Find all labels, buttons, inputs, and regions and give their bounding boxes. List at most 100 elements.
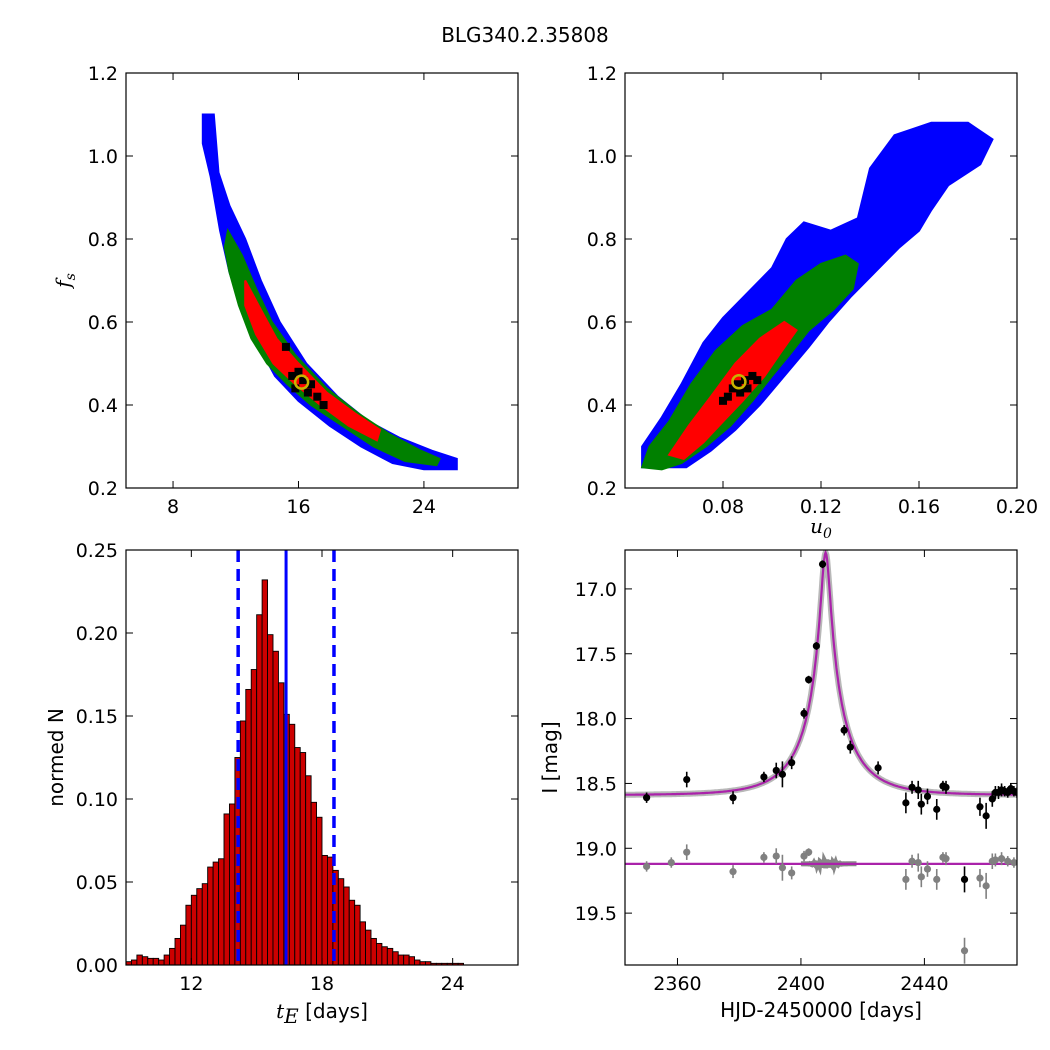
plot-frame — [125, 72, 519, 489]
histogram-bar — [397, 954, 405, 965]
y-tick-label: 0.20 — [76, 623, 118, 645]
data-point — [917, 800, 925, 808]
data-point — [788, 759, 796, 767]
histogram-bar — [218, 858, 225, 965]
histogram-bar — [136, 954, 143, 965]
y-tick-label: 0.2 — [587, 478, 617, 500]
y-tick-label: 0.8 — [587, 229, 617, 251]
y-tick-label: 0.00 — [76, 955, 118, 977]
histogram-bar — [163, 954, 171, 965]
residual-point — [643, 862, 651, 871]
best-fit-marker — [731, 374, 747, 390]
residual-point — [805, 848, 813, 856]
y-tick-label: 0.25 — [76, 540, 118, 562]
residual-point — [991, 856, 999, 864]
histogram-bar — [130, 959, 138, 965]
posterior-peak-cell — [753, 376, 762, 385]
residual-point — [976, 874, 984, 882]
y-tick-label: 1.0 — [587, 146, 617, 168]
histogram-bar — [228, 803, 236, 965]
x-tick-label: 18 — [310, 973, 334, 995]
posterior-peak-cell — [733, 380, 742, 389]
y-tick-label: 0.4 — [88, 395, 118, 417]
x-tick-label: 0.20 — [996, 496, 1038, 518]
histogram-bar — [261, 579, 269, 965]
posterior-peak-cell — [291, 384, 300, 393]
data-point — [840, 726, 848, 734]
histogram-bar — [310, 801, 318, 965]
histogram-bar — [267, 634, 274, 965]
histogram-bar — [190, 894, 198, 965]
histogram-bar — [196, 888, 203, 965]
histogram-bar — [147, 957, 154, 965]
confidence-region-2-sigma — [223, 227, 441, 467]
x-tick-label: 2440 — [900, 973, 948, 995]
x-tick-label: 0.08 — [702, 496, 744, 518]
residual-point — [902, 875, 910, 884]
histogram-bar — [294, 747, 301, 965]
posterior-peak-cell — [294, 367, 303, 376]
data-point — [976, 803, 984, 811]
plot-area — [126, 550, 465, 965]
y-tick-label: 0.2 — [88, 478, 118, 500]
data-point — [643, 794, 651, 802]
histogram-bar — [457, 962, 465, 965]
residual-point — [667, 858, 675, 867]
posterior-peak-cell — [303, 388, 312, 397]
residual-point — [960, 947, 969, 955]
residual-point — [942, 855, 950, 863]
residual-point — [997, 855, 1006, 863]
y-tick-label: 17.0 — [575, 579, 617, 601]
y-tick-label: 18.5 — [575, 773, 617, 795]
residual-point — [1010, 858, 1017, 867]
y-axis-label: normed N — [44, 708, 68, 807]
histogram-bar — [158, 959, 165, 965]
posterior-peak-cell — [299, 376, 308, 385]
data-point — [805, 676, 813, 684]
residual-point — [788, 869, 796, 877]
residual-point — [729, 868, 737, 876]
histogram-bar — [212, 861, 220, 965]
y-tick-label: 1.2 — [587, 63, 617, 85]
residual-point — [982, 882, 990, 890]
y-tick-label: 0.10 — [76, 789, 118, 811]
histogram-bar — [305, 775, 312, 965]
data-point — [729, 794, 737, 802]
posterior-peak-cell — [728, 384, 737, 393]
y-tick-label: 18.0 — [575, 709, 617, 731]
histogram-bar — [201, 883, 209, 965]
histogram-bar — [375, 942, 383, 965]
histogram-bar — [174, 937, 181, 965]
figure-title: BLG340.2.35808 — [441, 23, 609, 47]
histogram-bar — [316, 816, 323, 965]
y-tick-label: 1.2 — [88, 63, 118, 85]
data-point — [778, 770, 787, 778]
y-tick-label: 0.15 — [76, 706, 118, 728]
data-point — [908, 783, 916, 791]
x-tick-label: 12 — [179, 973, 203, 995]
posterior-peak-cell — [288, 371, 297, 380]
posterior-peak-cell — [307, 380, 316, 389]
x-tick-label: 16 — [286, 496, 310, 518]
data-point — [942, 783, 950, 791]
posterior-peak-cell — [723, 392, 732, 401]
histogram-bar — [185, 904, 192, 965]
data-point — [923, 792, 932, 801]
histogram-bar — [299, 752, 307, 965]
y-tick-label: 0.6 — [587, 312, 617, 334]
x-tick-label: 24 — [441, 973, 465, 995]
histogram-bar — [337, 878, 345, 965]
histogram-bar — [207, 866, 214, 965]
posterior-peak-cell — [319, 401, 328, 409]
residual-point — [914, 858, 922, 867]
histogram-bar — [272, 650, 279, 965]
histogram-bar — [381, 946, 388, 965]
histogram-bar — [370, 937, 377, 965]
data-point — [1013, 788, 1017, 797]
posterior-peak-cell — [281, 342, 290, 351]
data-point — [846, 743, 854, 751]
residual-point — [923, 865, 932, 873]
posterior-peak-cell — [736, 388, 745, 397]
histogram-bar — [365, 929, 372, 965]
